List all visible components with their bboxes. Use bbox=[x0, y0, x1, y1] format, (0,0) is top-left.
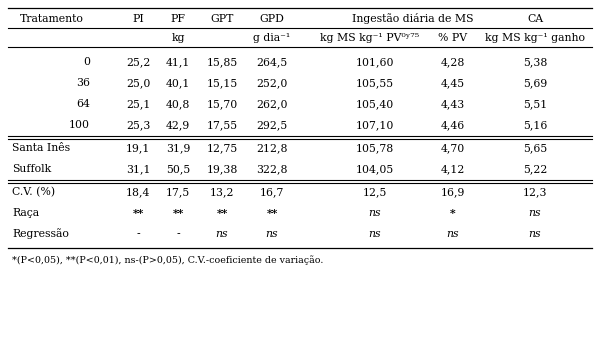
Text: Tratamento: Tratamento bbox=[20, 14, 84, 24]
Text: 4,70: 4,70 bbox=[441, 143, 465, 153]
Text: ns: ns bbox=[446, 229, 460, 239]
Text: 13,2: 13,2 bbox=[210, 187, 234, 197]
Text: 105,78: 105,78 bbox=[356, 143, 394, 153]
Text: 4,12: 4,12 bbox=[441, 164, 465, 174]
Text: ns: ns bbox=[266, 229, 278, 239]
Text: *: * bbox=[450, 208, 456, 218]
Text: 18,4: 18,4 bbox=[126, 187, 150, 197]
Text: % PV: % PV bbox=[439, 33, 467, 43]
Text: 40,8: 40,8 bbox=[166, 99, 190, 109]
Text: 12,3: 12,3 bbox=[523, 187, 547, 197]
Text: Ingestão diária de MS: Ingestão diária de MS bbox=[352, 13, 474, 25]
Text: 212,8: 212,8 bbox=[256, 143, 288, 153]
Text: 4,46: 4,46 bbox=[441, 120, 465, 130]
Text: 12,75: 12,75 bbox=[206, 143, 238, 153]
Text: 105,40: 105,40 bbox=[356, 99, 394, 109]
Text: 104,05: 104,05 bbox=[356, 164, 394, 174]
Text: kg MS kg⁻¹ ganho: kg MS kg⁻¹ ganho bbox=[485, 33, 585, 43]
Text: **: ** bbox=[172, 208, 184, 218]
Text: 5,38: 5,38 bbox=[523, 57, 547, 67]
Text: 25,0: 25,0 bbox=[126, 78, 150, 88]
Text: **: ** bbox=[133, 208, 143, 218]
Text: **: ** bbox=[266, 208, 278, 218]
Text: 15,85: 15,85 bbox=[206, 57, 238, 67]
Text: 16,7: 16,7 bbox=[260, 187, 284, 197]
Text: 64: 64 bbox=[76, 99, 90, 109]
Text: 264,5: 264,5 bbox=[256, 57, 287, 67]
Text: ns: ns bbox=[529, 229, 541, 239]
Text: kg: kg bbox=[171, 33, 185, 43]
Text: 36: 36 bbox=[76, 78, 90, 88]
Text: 4,45: 4,45 bbox=[441, 78, 465, 88]
Text: 19,1: 19,1 bbox=[126, 143, 150, 153]
Text: 105,55: 105,55 bbox=[356, 78, 394, 88]
Text: kg MS kg⁻¹ PV⁰ʸ⁷⁵: kg MS kg⁻¹ PV⁰ʸ⁷⁵ bbox=[320, 33, 419, 43]
Text: C.V. (%): C.V. (%) bbox=[12, 187, 55, 197]
Text: 42,9: 42,9 bbox=[166, 120, 190, 130]
Text: 16,9: 16,9 bbox=[441, 187, 465, 197]
Text: Suffolk: Suffolk bbox=[12, 164, 51, 174]
Text: 4,43: 4,43 bbox=[441, 99, 465, 109]
Text: -: - bbox=[136, 229, 140, 239]
Text: 5,65: 5,65 bbox=[523, 143, 547, 153]
Text: 252,0: 252,0 bbox=[256, 78, 287, 88]
Text: 15,70: 15,70 bbox=[206, 99, 238, 109]
Text: 50,5: 50,5 bbox=[166, 164, 190, 174]
Text: 100: 100 bbox=[69, 120, 90, 130]
Text: 292,5: 292,5 bbox=[256, 120, 287, 130]
Text: 17,55: 17,55 bbox=[206, 120, 238, 130]
Text: Raça: Raça bbox=[12, 208, 39, 218]
Text: 25,3: 25,3 bbox=[126, 120, 150, 130]
Text: 5,69: 5,69 bbox=[523, 78, 547, 88]
Text: 25,2: 25,2 bbox=[126, 57, 150, 67]
Text: 4,28: 4,28 bbox=[441, 57, 465, 67]
Text: 322,8: 322,8 bbox=[256, 164, 288, 174]
Text: ns: ns bbox=[215, 229, 229, 239]
Text: ns: ns bbox=[368, 208, 382, 218]
Text: 107,10: 107,10 bbox=[356, 120, 394, 130]
Text: 101,60: 101,60 bbox=[356, 57, 394, 67]
Text: 40,1: 40,1 bbox=[166, 78, 190, 88]
Text: 262,0: 262,0 bbox=[256, 99, 288, 109]
Text: CA: CA bbox=[527, 14, 543, 24]
Text: GPT: GPT bbox=[211, 14, 233, 24]
Text: *(P<0,05), **(P<0,01), ns-(P>0,05), C.V.-coeficiente de variação.: *(P<0,05), **(P<0,01), ns-(P>0,05), C.V.… bbox=[12, 255, 323, 265]
Text: Regressão: Regressão bbox=[12, 229, 69, 239]
Text: 15,15: 15,15 bbox=[206, 78, 238, 88]
Text: 31,9: 31,9 bbox=[166, 143, 190, 153]
Text: Santa Inês: Santa Inês bbox=[12, 143, 70, 153]
Text: ns: ns bbox=[529, 208, 541, 218]
Text: 17,5: 17,5 bbox=[166, 187, 190, 197]
Text: -: - bbox=[176, 229, 180, 239]
Text: 41,1: 41,1 bbox=[166, 57, 190, 67]
Text: 19,38: 19,38 bbox=[206, 164, 238, 174]
Text: ns: ns bbox=[368, 229, 382, 239]
Text: 5,16: 5,16 bbox=[523, 120, 547, 130]
Text: 12,5: 12,5 bbox=[363, 187, 387, 197]
Text: 5,22: 5,22 bbox=[523, 164, 547, 174]
Text: 5,51: 5,51 bbox=[523, 99, 547, 109]
Text: PF: PF bbox=[170, 14, 185, 24]
Text: 31,1: 31,1 bbox=[126, 164, 150, 174]
Text: 25,1: 25,1 bbox=[126, 99, 150, 109]
Text: GPD: GPD bbox=[260, 14, 284, 24]
Text: 0: 0 bbox=[83, 57, 90, 67]
Text: PI: PI bbox=[132, 14, 144, 24]
Text: g dia⁻¹: g dia⁻¹ bbox=[253, 33, 290, 43]
Text: **: ** bbox=[217, 208, 227, 218]
